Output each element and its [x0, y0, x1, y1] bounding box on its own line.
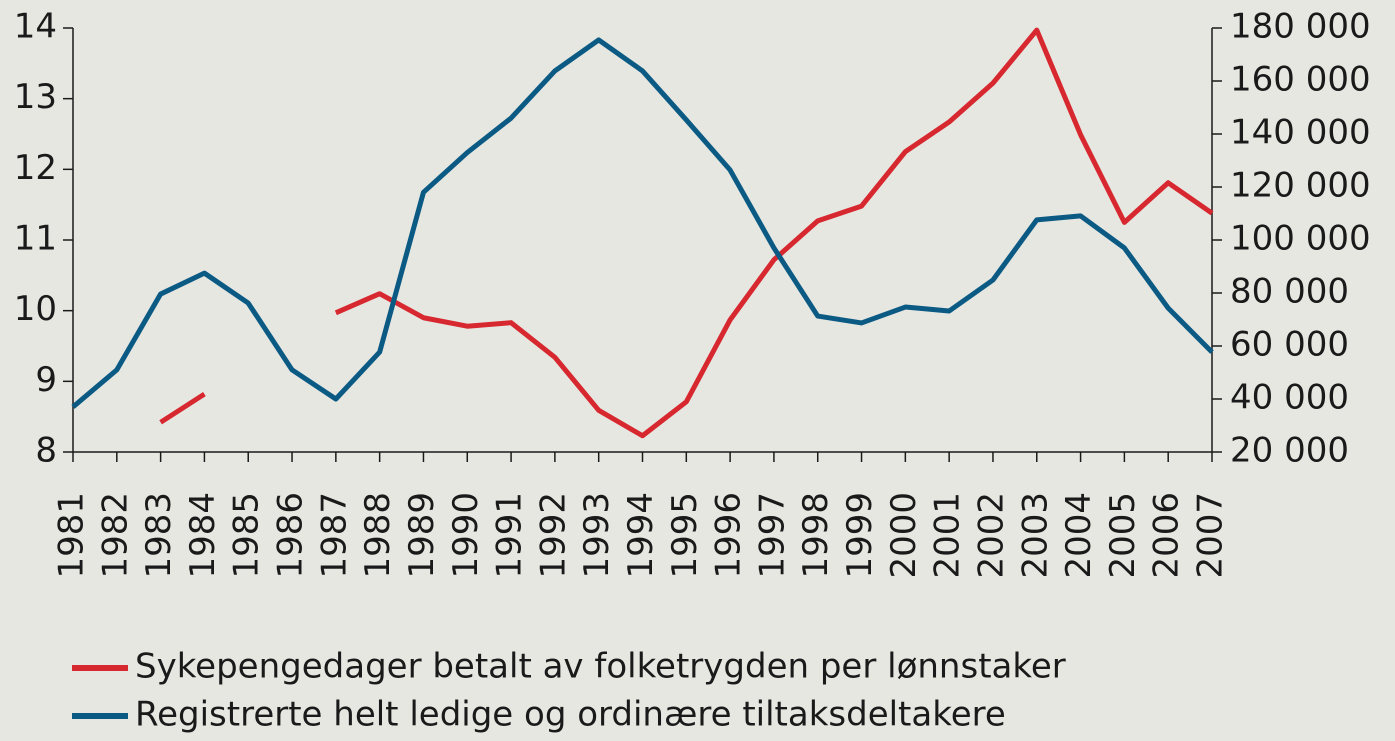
- y-tick-label: 8: [35, 431, 57, 471]
- x-tick-label: 2003: [1015, 492, 1055, 579]
- x-tick-label: 1990: [446, 492, 486, 579]
- x-tick-label: 2002: [971, 492, 1011, 579]
- x-tick-label: 1996: [709, 492, 749, 579]
- y2-tick-label: 40 000: [1230, 378, 1349, 418]
- y-tick-label: 11: [14, 219, 57, 259]
- x-tick-label: 1985: [227, 492, 267, 579]
- x-tick-label: 2000: [884, 492, 924, 579]
- y2-tick-label: 60 000: [1230, 325, 1349, 365]
- series-line: [159, 27, 1214, 439]
- y2-tick-label: 180 000: [1230, 7, 1371, 47]
- y-tick-label: 10: [14, 289, 57, 329]
- y2-tick-label: 100 000: [1230, 219, 1371, 259]
- x-tick-label: 2007: [1191, 492, 1231, 579]
- legend-label: Registrerte helt ledige og ordinære tilt…: [135, 695, 1006, 735]
- y2-tick-label: 120 000: [1230, 166, 1371, 206]
- y-tick-label: 13: [14, 77, 57, 117]
- y2-tick-label: 160 000: [1230, 60, 1371, 100]
- x-tick-label: 1981: [52, 492, 92, 579]
- y2-tick-label: 140 000: [1230, 113, 1371, 153]
- x-tick-label: 2005: [1103, 492, 1143, 579]
- x-tick-label: 1983: [139, 492, 179, 579]
- series-line: [71, 37, 1214, 409]
- x-tick-label: 1995: [665, 492, 705, 579]
- y-tick-label: 14: [14, 7, 57, 47]
- y2-tick-label: 20 000: [1230, 431, 1349, 471]
- x-tick-label: 2006: [1147, 492, 1187, 579]
- x-tick-label: 1994: [621, 492, 661, 579]
- x-tick-label: 1986: [271, 492, 311, 579]
- x-tick-label: 1988: [358, 492, 398, 579]
- y-tick-label: 12: [14, 148, 57, 188]
- x-tick-label: 1993: [577, 492, 617, 579]
- x-tick-label: 1984: [183, 492, 223, 579]
- x-tick-label: 1999: [840, 492, 880, 579]
- x-tick-label: 1989: [402, 492, 442, 579]
- x-tick-label: 1982: [95, 492, 135, 579]
- legend-label: Sykepengedager betalt av folketrygden pe…: [135, 647, 1066, 687]
- x-tick-label: 2001: [928, 492, 968, 579]
- y-tick-label: 9: [35, 360, 57, 400]
- y2-tick-label: 80 000: [1230, 272, 1349, 312]
- x-tick-label: 1997: [752, 492, 792, 579]
- x-tick-label: 1991: [490, 492, 530, 579]
- x-tick-label: 1987: [314, 492, 354, 579]
- x-tick-label: 2004: [1059, 492, 1099, 579]
- x-tick-label: 1992: [533, 492, 573, 579]
- x-tick-label: 1998: [796, 492, 836, 579]
